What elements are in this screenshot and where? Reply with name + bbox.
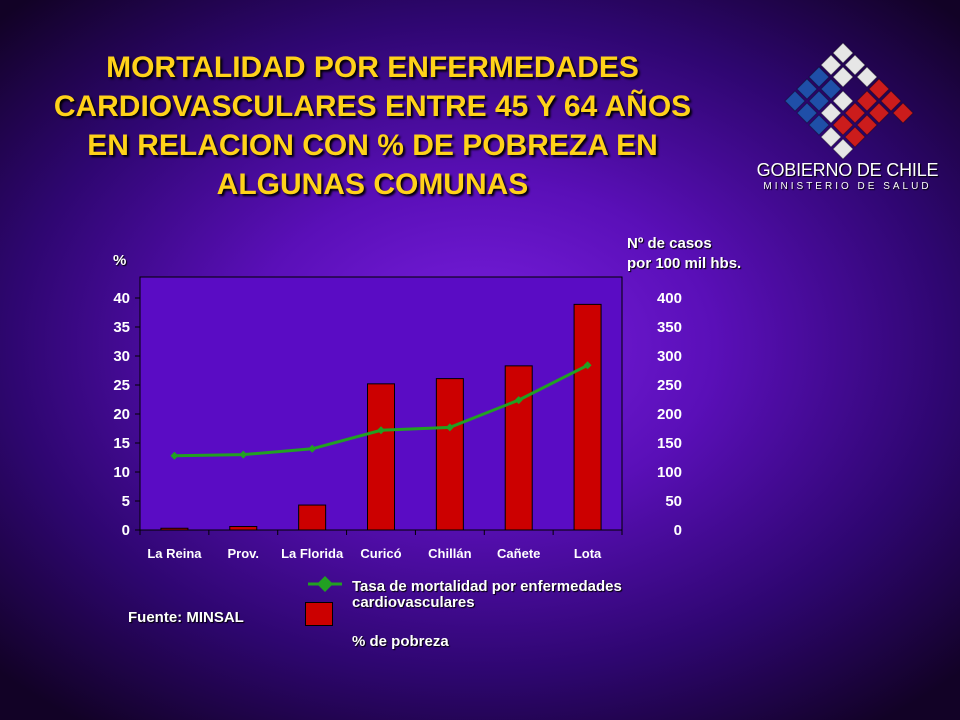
line-point	[239, 450, 248, 459]
bar	[160, 527, 189, 531]
right-tick-label: 50	[665, 493, 682, 510]
right-tick-label: 400	[657, 290, 682, 307]
x-tick-label: Curicó	[360, 546, 401, 561]
bar	[229, 526, 258, 531]
left-tick-label: 40	[113, 290, 130, 307]
left-tick-label: 20	[113, 406, 130, 423]
bar	[298, 504, 327, 531]
x-tick-label: La Florida	[281, 546, 344, 561]
line-point	[308, 444, 317, 453]
line-point	[377, 426, 385, 435]
left-tick-label: 30	[113, 348, 130, 365]
right-axis-unit-line-1: Nº de casos	[627, 235, 712, 252]
chart-title: MORTALIDAD POR ENFERMEDADES CARDIOVASCUL…	[20, 48, 725, 204]
left-tick-label: 0	[122, 522, 130, 539]
left-tick-label: 25	[113, 377, 130, 394]
x-tick-label: Lota	[574, 546, 602, 561]
title-line-1: MORTALIDAD POR ENFERMEDADES	[106, 51, 639, 84]
right-tick-label: 350	[657, 319, 682, 336]
right-axis-unit: Nº de casos por 100 mil hbs.	[627, 234, 741, 274]
line-point	[583, 361, 592, 370]
left-axis-unit: %	[113, 252, 127, 269]
right-tick-label: 150	[657, 435, 682, 452]
right-tick-label: 0	[674, 522, 682, 539]
source-note: Fuente: MINSAL	[128, 609, 244, 626]
logo-title: GOBIERNO DE CHILE	[756, 160, 939, 180]
bar	[435, 378, 464, 531]
line-point	[445, 423, 454, 432]
right-tick-label: 100	[657, 464, 682, 481]
x-tick-label: Prov.	[228, 546, 260, 561]
left-tick-label: 15	[113, 435, 130, 452]
line-point	[514, 396, 523, 405]
x-tick-label: Chillán	[428, 546, 471, 561]
legend-line-label: Tasa de mortalidad por enfermedades card…	[352, 578, 622, 611]
gobierno-logo-icon	[784, 42, 914, 160]
legend-bar-label: % de pobreza	[352, 633, 449, 650]
right-tick-label: 200	[657, 406, 682, 423]
right-tick-label: 250	[657, 377, 682, 394]
legend-bar-swatch	[305, 602, 333, 626]
logo-subtitle: MINISTERIO DE SALUD	[763, 181, 932, 192]
x-tick-label: Cañete	[497, 546, 540, 561]
bar	[573, 303, 602, 531]
title-line-3: EN RELACION CON % DE POBREZA EN	[87, 129, 658, 162]
legend-line-swatch	[300, 573, 350, 595]
line-point	[170, 451, 179, 460]
left-tick-label: 10	[113, 464, 130, 481]
left-tick-label: 5	[122, 493, 130, 510]
title-line-2: CARDIOVASCULARES ENTRE 45 Y 64 AÑOS	[53, 90, 692, 123]
right-tick-label: 300	[657, 348, 682, 365]
left-tick-label: 35	[113, 319, 130, 336]
x-tick-label: La Reina	[147, 546, 202, 561]
bar	[367, 383, 395, 531]
bar	[504, 365, 533, 531]
title-line-4: ALGUNAS COMUNAS	[216, 168, 529, 201]
right-axis-unit-line-2: por 100 mil hbs.	[627, 255, 742, 272]
